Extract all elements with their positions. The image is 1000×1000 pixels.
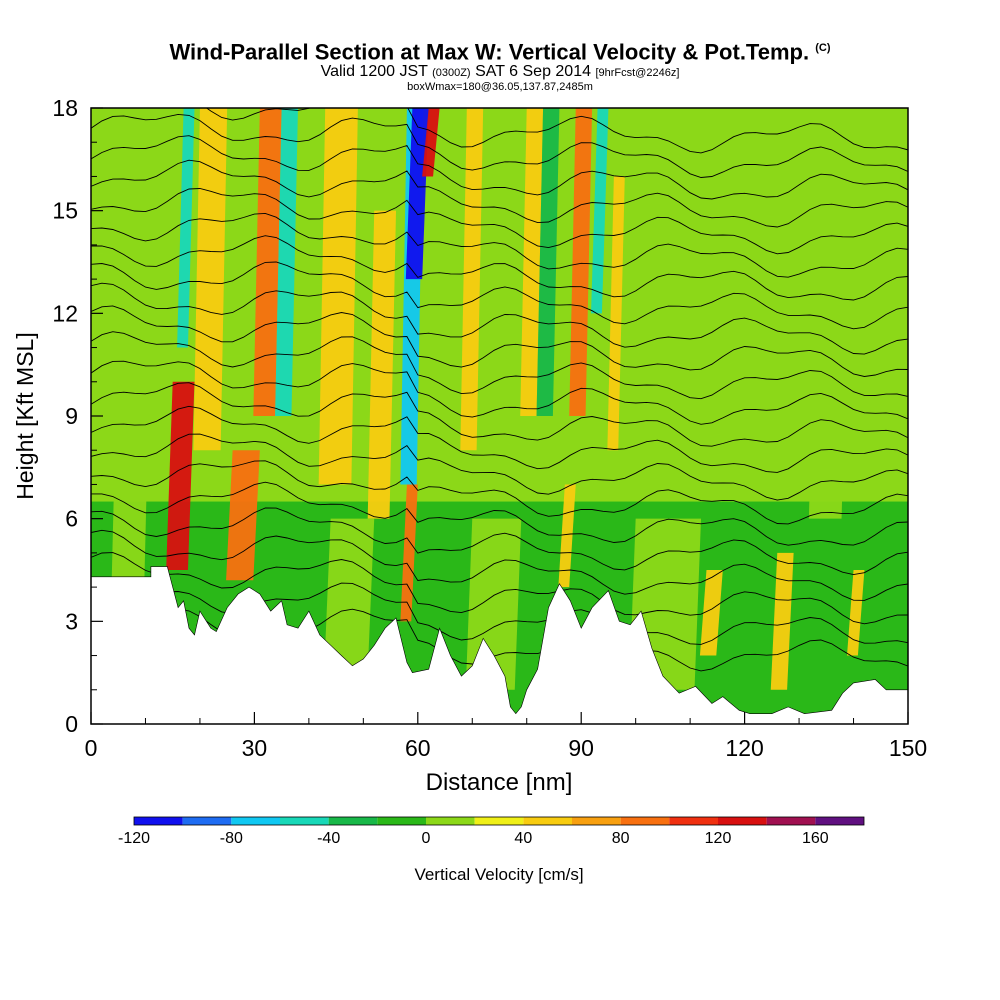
isentrope-line bbox=[91, 529, 908, 601]
velocity-cell bbox=[808, 279, 849, 519]
colorbar-tick-label: 120 bbox=[705, 830, 732, 847]
y-tick-label: 3 bbox=[65, 608, 78, 634]
isentrope-line bbox=[91, 305, 908, 377]
colorbar-tick-label: 160 bbox=[802, 830, 829, 847]
chart-subtitle: Valid 1200 JST (0300Z) SAT 6 Sep 2014 [9… bbox=[0, 64, 1000, 81]
colorbar-segment bbox=[669, 817, 718, 825]
copyright-mark: (C) bbox=[815, 42, 831, 54]
colorbar-segment bbox=[815, 817, 864, 825]
velocity-cell bbox=[400, 484, 418, 622]
colorbar-segment bbox=[328, 817, 378, 825]
colorbar-tick-label: 0 bbox=[422, 830, 431, 847]
velocity-cell bbox=[536, 108, 560, 416]
x-tick-label: 90 bbox=[568, 735, 594, 761]
isentrope-line bbox=[91, 433, 908, 501]
box-info: boxWmax=180@36.05,137.87,2485m bbox=[407, 81, 593, 94]
isentrope-line bbox=[91, 507, 908, 576]
velocity-cell bbox=[166, 381, 195, 570]
valid-time: Valid 1200 JST bbox=[320, 63, 428, 81]
x-tick-label: 30 bbox=[242, 735, 268, 761]
velocity-cell bbox=[738, 108, 789, 451]
colorbar-segment bbox=[766, 817, 816, 825]
velocity-cell bbox=[460, 108, 484, 451]
chart-title: Wind-Parallel Section at Max W: Vertical… bbox=[0, 36, 1000, 64]
isentrope-line bbox=[91, 282, 908, 355]
velocity-cell bbox=[699, 570, 723, 656]
colorbar-segment bbox=[280, 817, 329, 825]
velocity-cell bbox=[318, 108, 358, 485]
valid-utc: (0300Z) bbox=[432, 67, 471, 80]
colorbar-tick-label: 80 bbox=[612, 830, 630, 847]
colorbar-segment bbox=[377, 817, 426, 825]
colorbar-frame bbox=[133, 816, 865, 826]
isentrope-line bbox=[91, 159, 908, 228]
colorbar-segment bbox=[474, 817, 524, 825]
velocity-cell bbox=[111, 313, 151, 581]
y-tick-label: 15 bbox=[52, 198, 78, 224]
velocity-cell bbox=[520, 108, 544, 416]
colorbar-tick-label: -40 bbox=[317, 830, 340, 847]
colorbar-label: Vertical Velocity [cm/s] bbox=[414, 865, 583, 884]
valid-date: SAT 6 Sep 2014 bbox=[475, 63, 591, 81]
y-axis-label: Height [Kft MSL] bbox=[12, 332, 38, 499]
isentrope-line bbox=[91, 360, 908, 425]
colorbar-segment bbox=[426, 817, 475, 825]
isentrope-line bbox=[91, 113, 908, 178]
isentrope-line bbox=[91, 331, 908, 400]
velocity-cell bbox=[422, 108, 440, 177]
velocity-cell bbox=[405, 108, 429, 280]
colorbar-segment bbox=[182, 817, 232, 825]
isentrope-line bbox=[91, 212, 908, 278]
colorbar-segment bbox=[620, 817, 670, 825]
x-axis-label: Distance [nm] bbox=[426, 769, 573, 796]
isentrope-line bbox=[91, 552, 908, 625]
y-tick-label: 18 bbox=[52, 95, 78, 121]
isentrope-line bbox=[91, 405, 908, 473]
terrain-mask bbox=[91, 566, 908, 724]
isentrope-line bbox=[91, 188, 908, 255]
isentrope-line bbox=[91, 460, 908, 525]
velocity-cell bbox=[367, 210, 397, 519]
isentrope-line bbox=[91, 135, 908, 200]
x-tick-label: 120 bbox=[725, 735, 763, 761]
isentrope-line bbox=[91, 261, 908, 330]
velocity-cell bbox=[226, 450, 260, 581]
y-tick-label: 12 bbox=[52, 300, 78, 326]
colorbar-tick-label: -120 bbox=[118, 830, 150, 847]
velocity-cell bbox=[591, 108, 609, 314]
x-tick-label: 150 bbox=[889, 735, 927, 761]
velocity-cell bbox=[607, 176, 625, 451]
y-tick-label: 9 bbox=[65, 403, 78, 429]
velocity-cell bbox=[846, 570, 865, 656]
chart-title-main: Wind-Parallel Section at Max W: Vertical… bbox=[169, 39, 810, 65]
chart-title-block: Wind-Parallel Section at Max W: Vertical… bbox=[0, 36, 1000, 94]
velocity-cell bbox=[770, 552, 794, 690]
colorbar-segment bbox=[572, 817, 621, 825]
isentrope-line bbox=[91, 481, 908, 546]
colorbar-segment bbox=[523, 817, 572, 825]
velocity-cell bbox=[558, 484, 576, 588]
velocity-cell bbox=[569, 108, 593, 416]
x-tick-label: 0 bbox=[85, 735, 98, 761]
velocity-cell bbox=[324, 518, 375, 673]
colorbar-tick-label: 40 bbox=[514, 830, 532, 847]
colorbar-segment bbox=[718, 817, 767, 825]
x-tick-label: 60 bbox=[405, 735, 431, 761]
colorbar-tick-label: -80 bbox=[220, 830, 243, 847]
isentrope-line bbox=[91, 235, 908, 301]
forecast-info: [9hrFcst@2246z] bbox=[595, 67, 680, 80]
colorbar-segment bbox=[231, 817, 280, 825]
y-tick-label: 6 bbox=[65, 506, 78, 532]
velocity-cell bbox=[177, 108, 195, 348]
isentrope-line bbox=[205, 108, 908, 154]
isentrope-line bbox=[91, 382, 908, 447]
y-tick-label: 0 bbox=[65, 711, 78, 737]
colorbar-segment bbox=[134, 817, 183, 825]
